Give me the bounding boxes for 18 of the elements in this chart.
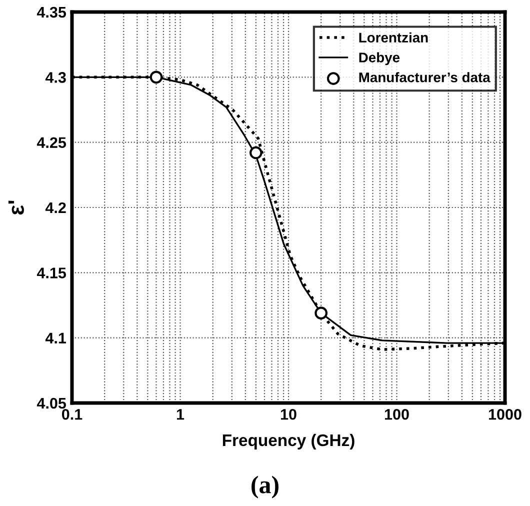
x-axis-title: Frequency (GHz) — [222, 434, 354, 450]
x-tick-label: 10 — [280, 408, 296, 420]
text: (a) — [252, 476, 278, 498]
x-tick-label: 1000 — [488, 408, 522, 420]
y-tick-label: 4.2 — [45, 202, 66, 214]
y-tick-label: 4.15 — [36, 268, 66, 278]
y-tick-label: 4.05 — [36, 398, 66, 409]
x-tick-label: 0.1 — [62, 408, 82, 420]
y-tick-label: 4.3 — [45, 72, 66, 83]
y-tick-label: 4.25 — [36, 137, 66, 148]
y-tick-label: 4.1 — [45, 332, 66, 344]
legend-label: Debye — [359, 52, 400, 66]
legend-label: Lorentzian — [359, 32, 428, 43]
y-axis-title: ε' — [8, 200, 24, 215]
legend-label: Manufacturer’s data — [359, 72, 490, 82]
x-tick-label: 1 — [176, 409, 184, 420]
y-tick-label: 4.35 — [36, 6, 66, 18]
x-tick-label: 100 — [384, 408, 409, 420]
